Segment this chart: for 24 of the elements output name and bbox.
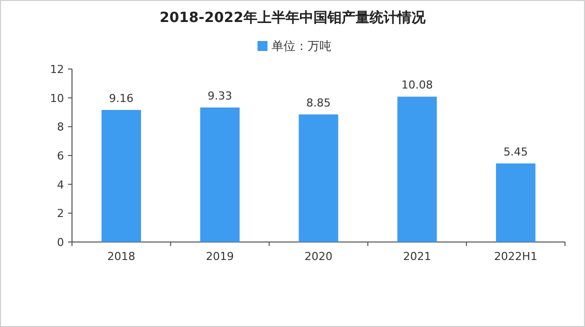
y-tick-label: 4	[57, 178, 64, 192]
y-tick-label: 12	[50, 63, 64, 76]
x-tick-label: 2021	[403, 250, 432, 263]
bar	[102, 110, 142, 242]
chart-title: 2018-2022年上半年中国钼产量统计情况	[160, 9, 426, 26]
x-tick-label: 2019	[206, 250, 234, 263]
data-label: 8.85	[306, 96, 331, 110]
y-tick-label: 2	[57, 207, 64, 220]
y-tick-label: 0	[57, 236, 64, 249]
y-tick-label: 6	[57, 150, 64, 162]
data-label: 10.08	[401, 78, 433, 92]
bar	[200, 107, 240, 242]
bar	[496, 163, 536, 242]
x-tick-label: 2022H1	[494, 250, 538, 263]
bar	[298, 114, 338, 242]
bar	[397, 96, 437, 242]
data-label: 9.33	[208, 89, 232, 102]
y-tick-label: 10	[50, 92, 64, 105]
y-tick-label: 8	[57, 120, 64, 134]
x-tick-label: 2020	[304, 250, 332, 263]
data-label: 9.16	[109, 92, 134, 105]
x-tick-label: 2018	[107, 250, 136, 263]
legend-label: 单位：万吨	[272, 39, 332, 53]
data-label: 5.45	[503, 145, 528, 158]
